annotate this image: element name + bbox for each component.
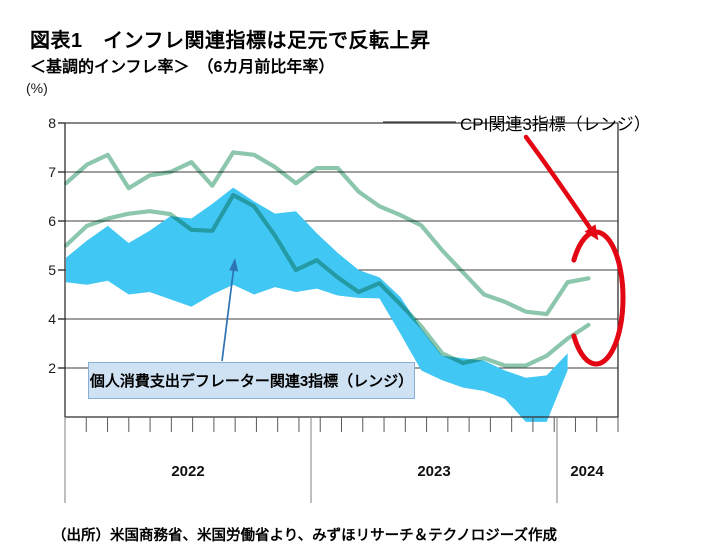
pce-range-annotation-box: 個人消費支出デフレーター関連3指標（レンジ） xyxy=(88,362,415,399)
y-axis-tick-label: 7 xyxy=(48,164,56,180)
cpi-lower-line xyxy=(63,192,591,368)
figure-title: 図表1 インフレ関連指標は足元で反転上昇 xyxy=(30,30,431,52)
pce-leader-arrow xyxy=(221,269,235,362)
x-axis-year-2022: 2022 xyxy=(171,463,205,480)
y-axis-tick-label: 5 xyxy=(48,262,56,278)
figure-subtitle: ＜基調的インフレ率＞ （6カ月前比年率） xyxy=(30,59,335,76)
x-axis-year-2024: 2024 xyxy=(570,463,604,480)
red-ellipse-highlight-icon xyxy=(571,229,626,367)
cpi-upper-line xyxy=(63,150,591,317)
y-axis-tick-label: 6 xyxy=(48,213,56,229)
y-axis-tick-label: 8 xyxy=(48,115,56,131)
x-axis-year-2023: 2023 xyxy=(417,463,451,480)
y-axis-tick-label: 4 xyxy=(48,311,56,327)
cpi-range-annotation-label: CPI関連3指標（レンジ） xyxy=(460,115,651,134)
y-axis-unit-label: (%) xyxy=(26,80,48,96)
y-axis-tick-label: 2 xyxy=(48,360,56,376)
pce-leader-arrowhead-icon xyxy=(229,258,239,272)
red-arrow-icon xyxy=(523,134,593,231)
pce-range-band xyxy=(66,187,568,422)
source-note: （出所）米国商務省、米国労働省より、みずほリサーチ＆テクノロジーズ作成 xyxy=(52,528,558,544)
